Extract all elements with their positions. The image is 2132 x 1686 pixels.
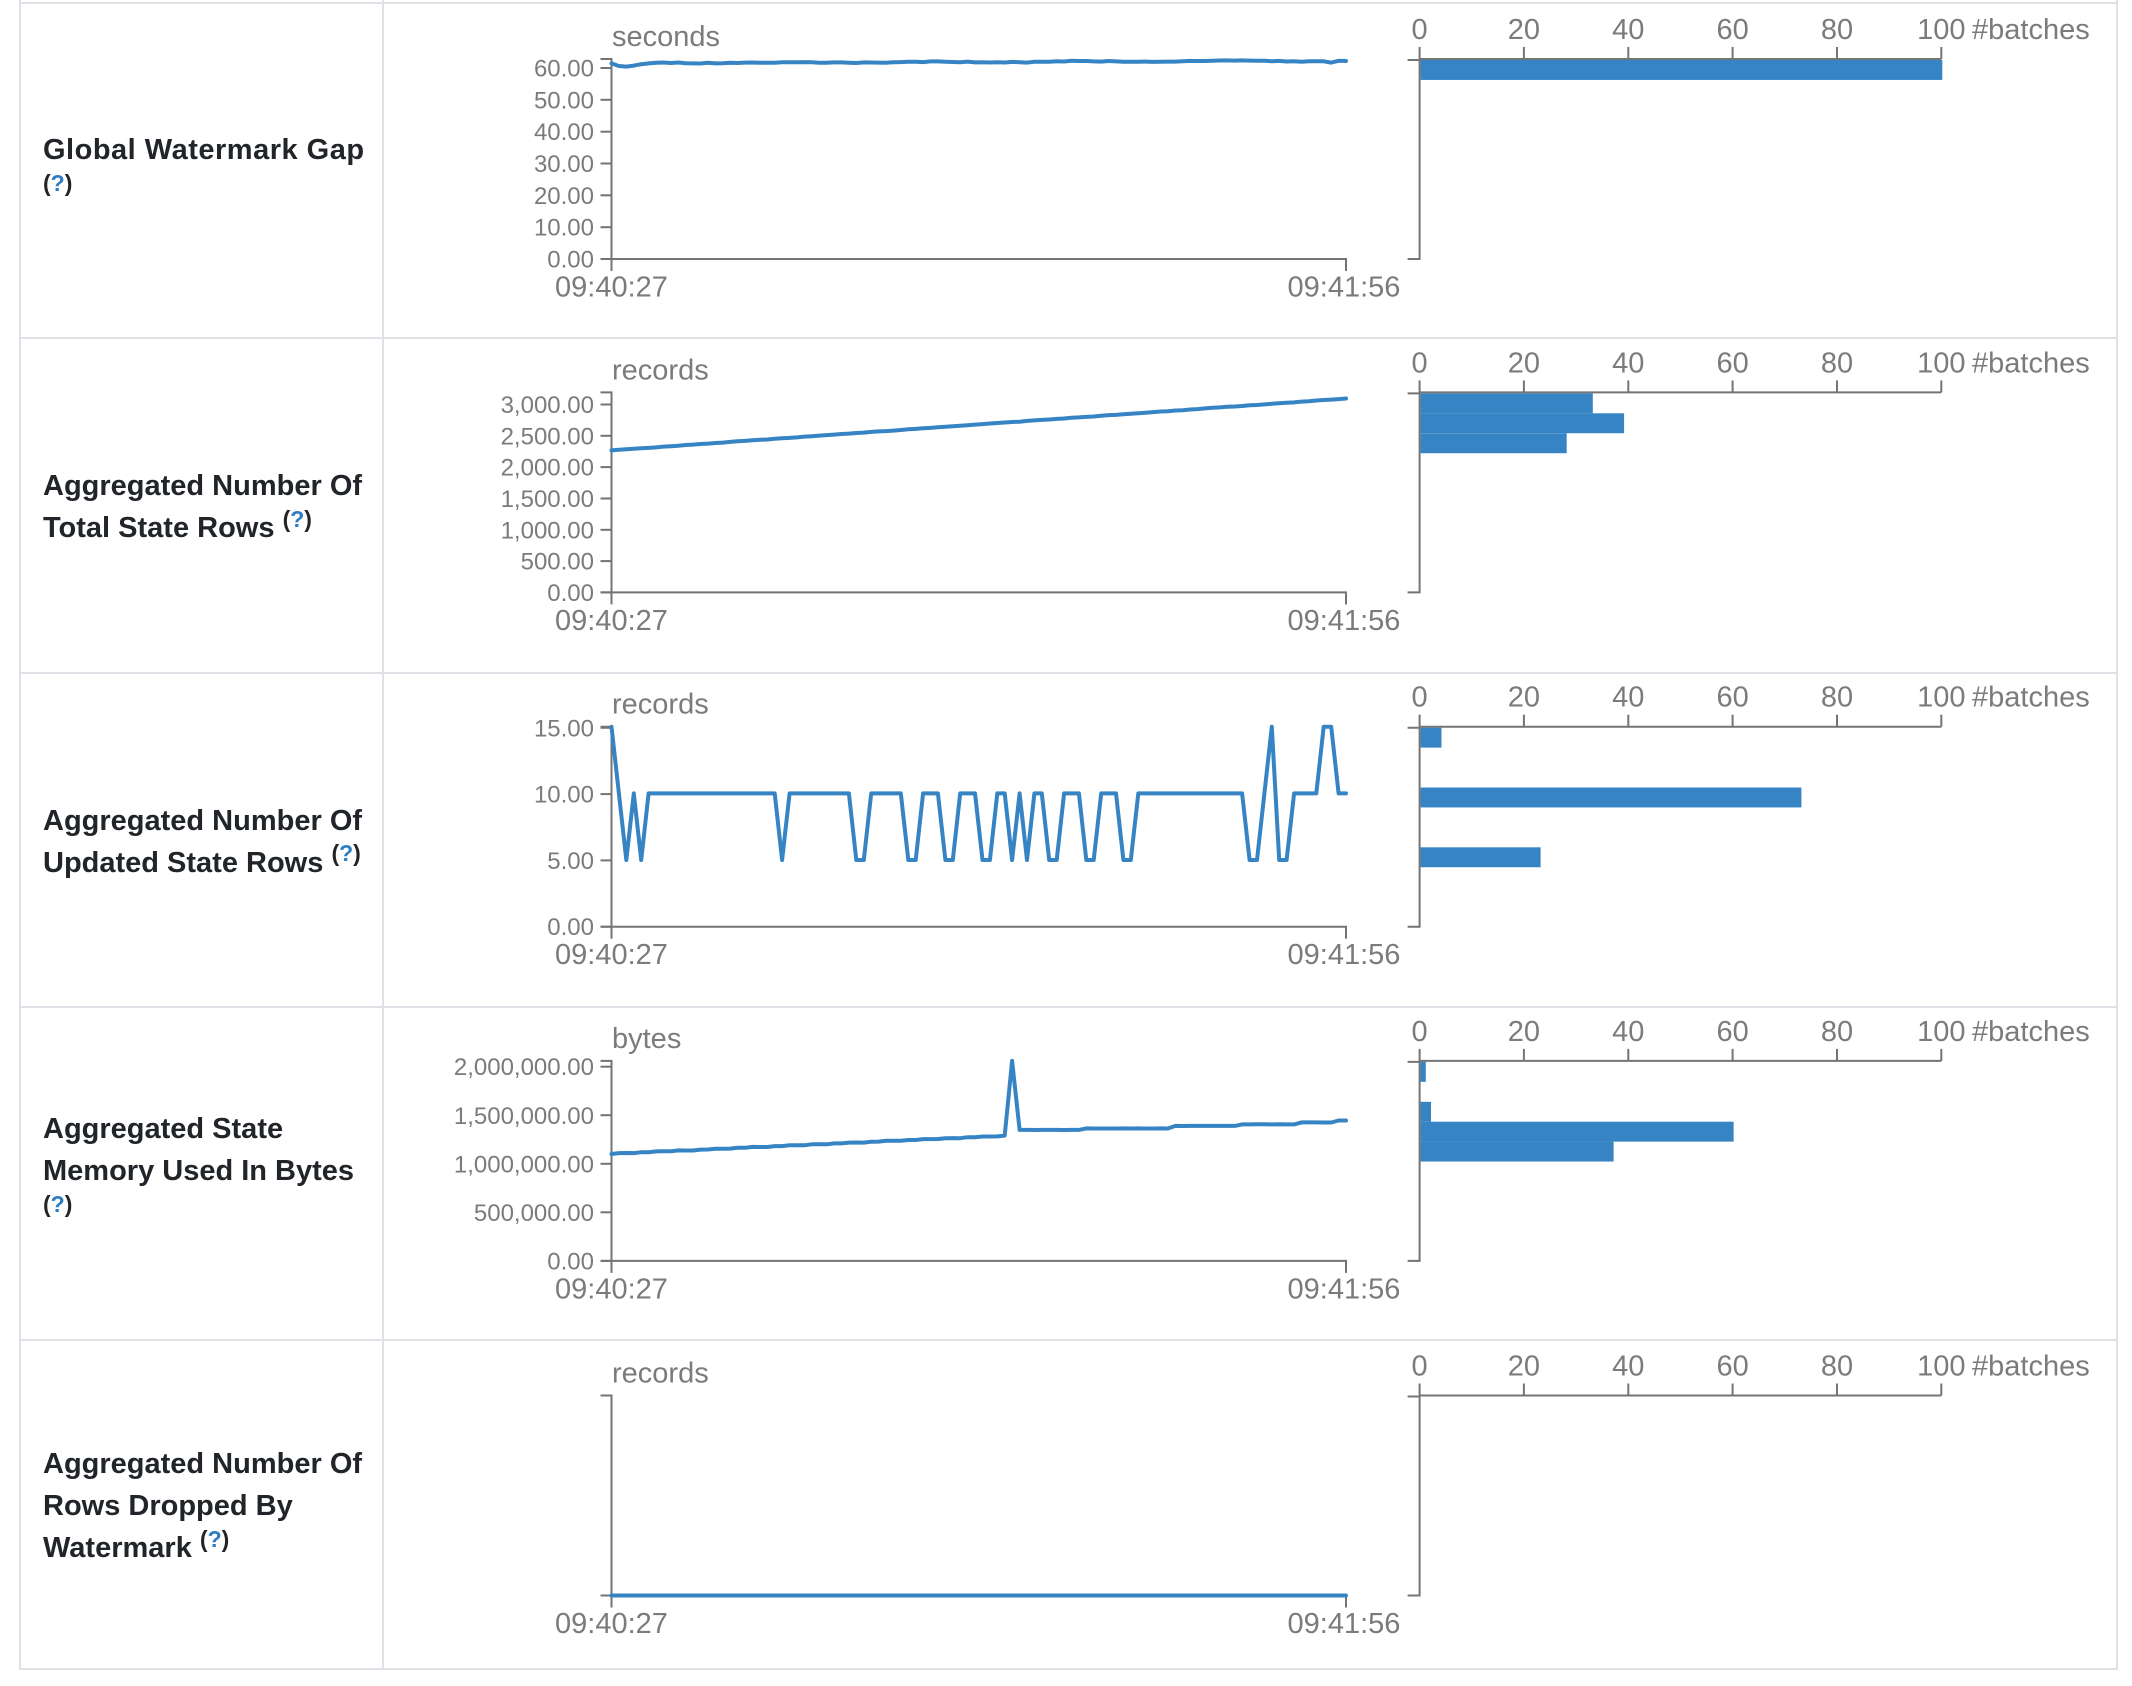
- svg-text:records: records: [612, 689, 709, 721]
- svg-text:#batches: #batches: [1972, 1016, 2090, 1048]
- svg-text:2,000,000.00: 2,000,000.00: [454, 1054, 594, 1081]
- svg-text:#batches: #batches: [1972, 14, 2090, 46]
- svg-text:20: 20: [1508, 14, 1540, 46]
- svg-text:500,000.00: 500,000.00: [474, 1200, 594, 1227]
- svg-text:0.00: 0.00: [547, 247, 594, 274]
- svg-text:09:40:27: 09:40:27: [555, 272, 668, 304]
- svg-text:60: 60: [1716, 1016, 1748, 1048]
- svg-text:0.00: 0.00: [547, 914, 594, 941]
- svg-text:100: 100: [1917, 347, 1965, 379]
- svg-text:09:41:56: 09:41:56: [1288, 272, 1401, 304]
- svg-text:40.00: 40.00: [534, 119, 594, 146]
- svg-text:60.00: 60.00: [534, 56, 594, 83]
- svg-text:records: records: [612, 1358, 709, 1390]
- svg-text:09:40:27: 09:40:27: [555, 1273, 668, 1305]
- svg-text:bytes: bytes: [612, 1023, 681, 1055]
- svg-text:1,000.00: 1,000.00: [501, 517, 594, 544]
- svg-text:80: 80: [1821, 682, 1853, 714]
- svg-text:5.00: 5.00: [547, 848, 594, 875]
- svg-text:records: records: [612, 354, 709, 386]
- svg-text:100: 100: [1917, 682, 1965, 714]
- svg-text:1,500,000.00: 1,500,000.00: [454, 1103, 594, 1130]
- svg-text:40: 40: [1612, 1016, 1644, 1048]
- svg-text:0: 0: [1412, 682, 1428, 714]
- svg-text:1,500.00: 1,500.00: [501, 486, 594, 513]
- svg-text:0.00: 0.00: [547, 580, 594, 607]
- svg-text:80: 80: [1821, 1351, 1853, 1383]
- svg-text:40: 40: [1612, 14, 1644, 46]
- svg-text:20: 20: [1508, 1016, 1540, 1048]
- svg-text:09:41:56: 09:41:56: [1288, 605, 1401, 637]
- svg-text:20.00: 20.00: [534, 183, 594, 210]
- svg-text:80: 80: [1821, 347, 1853, 379]
- svg-text:60: 60: [1716, 14, 1748, 46]
- svg-text:0: 0: [1412, 347, 1428, 379]
- svg-text:80: 80: [1821, 1016, 1853, 1048]
- svg-text:500.00: 500.00: [521, 549, 594, 576]
- svg-text:09:40:27: 09:40:27: [555, 605, 668, 637]
- svg-text:2,500.00: 2,500.00: [501, 423, 594, 450]
- svg-text:09:41:56: 09:41:56: [1288, 1608, 1401, 1640]
- svg-text:09:41:56: 09:41:56: [1288, 939, 1401, 971]
- svg-text:100: 100: [1917, 1351, 1965, 1383]
- svg-text:3,000.00: 3,000.00: [501, 392, 594, 419]
- svg-text:60: 60: [1716, 347, 1748, 379]
- svg-text:09:40:27: 09:40:27: [555, 939, 668, 971]
- svg-text:50.00: 50.00: [534, 87, 594, 114]
- svg-text:seconds: seconds: [612, 21, 720, 53]
- svg-text:15.00: 15.00: [534, 715, 594, 742]
- svg-text:20: 20: [1508, 1351, 1540, 1383]
- svg-text:2,000.00: 2,000.00: [501, 455, 594, 482]
- svg-text:09:41:56: 09:41:56: [1288, 1273, 1401, 1305]
- svg-text:0.00: 0.00: [547, 1248, 594, 1275]
- svg-text:0: 0: [1412, 1351, 1428, 1383]
- svg-text:60: 60: [1716, 1351, 1748, 1383]
- svg-text:10.00: 10.00: [534, 215, 594, 242]
- svg-text:09:40:27: 09:40:27: [555, 1608, 668, 1640]
- svg-text:1,000,000.00: 1,000,000.00: [454, 1151, 594, 1178]
- svg-text:20: 20: [1508, 347, 1540, 379]
- svg-text:10.00: 10.00: [534, 782, 594, 809]
- svg-text:#batches: #batches: [1972, 682, 2090, 714]
- svg-text:40: 40: [1612, 1351, 1644, 1383]
- svg-text:#batches: #batches: [1972, 1351, 2090, 1383]
- svg-text:60: 60: [1716, 682, 1748, 714]
- svg-text:30.00: 30.00: [534, 151, 594, 178]
- svg-text:40: 40: [1612, 347, 1644, 379]
- svg-text:0: 0: [1412, 1016, 1428, 1048]
- svg-text:100: 100: [1917, 14, 1965, 46]
- svg-text:20: 20: [1508, 682, 1540, 714]
- svg-text:40: 40: [1612, 682, 1644, 714]
- svg-text:100: 100: [1917, 1016, 1965, 1048]
- svg-text:80: 80: [1821, 14, 1853, 46]
- svg-text:#batches: #batches: [1972, 347, 2090, 379]
- svg-text:0: 0: [1412, 14, 1428, 46]
